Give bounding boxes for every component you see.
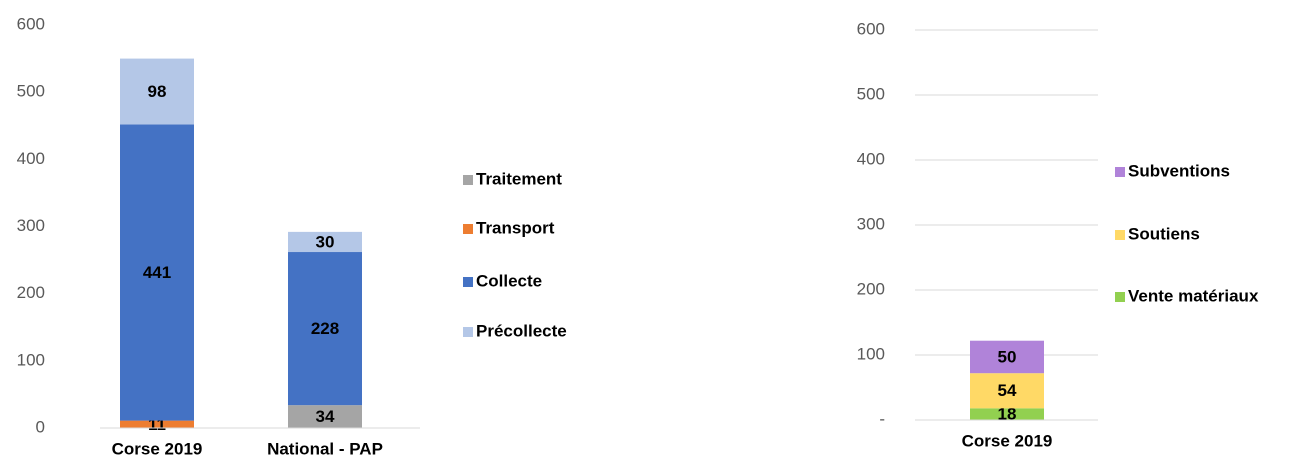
legend-swatch xyxy=(463,327,473,337)
y-tick-label: - xyxy=(879,409,885,428)
legend-label: Vente matériaux xyxy=(1128,286,1259,305)
legend-label: Soutiens xyxy=(1128,224,1200,243)
y-tick-label: 500 xyxy=(17,82,45,101)
y-tick-label: 200 xyxy=(857,279,885,298)
data-label: 54 xyxy=(998,381,1017,400)
bar-segment xyxy=(120,420,194,428)
bar-segment xyxy=(970,408,1044,420)
data-label: 98 xyxy=(148,82,167,101)
data-label: 228 xyxy=(311,319,339,338)
y-tick-label: 600 xyxy=(857,19,885,38)
legend-label: Précollecte xyxy=(476,321,567,340)
bar-segment xyxy=(120,124,194,421)
x-tick-label: Corse 2019 xyxy=(962,431,1053,450)
y-tick-label: 0 xyxy=(36,417,45,436)
legend-swatch xyxy=(463,175,473,185)
data-label: 34 xyxy=(316,407,335,426)
y-tick-label: 300 xyxy=(17,216,45,235)
bar-segment xyxy=(120,58,194,125)
legend-label: Subventions xyxy=(1128,161,1230,180)
legend-swatch xyxy=(463,224,473,234)
y-tick-label: 400 xyxy=(17,149,45,168)
y-tick-label: 100 xyxy=(17,350,45,369)
legend-swatch xyxy=(1115,292,1125,302)
x-tick-label: National - PAP xyxy=(267,439,383,458)
y-tick-label: 600 xyxy=(17,14,45,33)
bar-segment xyxy=(288,252,362,406)
legend-label: Collecte xyxy=(476,271,542,290)
data-label: 50 xyxy=(998,347,1017,366)
data-label: 18 xyxy=(998,405,1017,424)
data-label: 30 xyxy=(316,232,335,251)
y-tick-label: 500 xyxy=(857,84,885,103)
x-tick-label: Corse 2019 xyxy=(112,439,203,458)
bar-segment xyxy=(970,340,1044,374)
data-label: 441 xyxy=(143,263,171,282)
legend-label: Traitement xyxy=(476,169,562,188)
bar-segment xyxy=(970,373,1044,409)
legend-swatch xyxy=(1115,230,1125,240)
y-tick-label: 400 xyxy=(857,149,885,168)
bar-segment xyxy=(288,405,362,428)
y-tick-label: 300 xyxy=(857,214,885,233)
legend-label: Transport xyxy=(476,218,555,237)
legend-swatch xyxy=(463,277,473,287)
legend-swatch xyxy=(1115,167,1125,177)
y-tick-label: 100 xyxy=(857,344,885,363)
bar-segment xyxy=(288,231,362,253)
y-tick-label: 200 xyxy=(17,283,45,302)
